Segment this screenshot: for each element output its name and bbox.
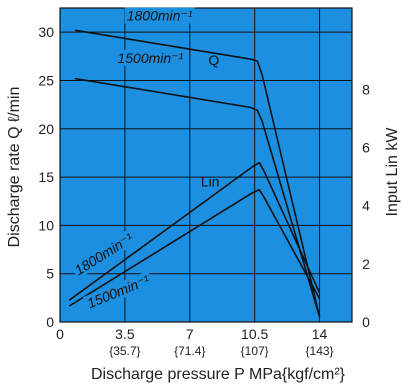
x-tick-label: 10.5 bbox=[241, 326, 268, 342]
y-left-tick-label: 25 bbox=[38, 72, 54, 88]
annotation-background bbox=[82, 270, 154, 313]
series-line bbox=[68, 161, 321, 301]
y-left-tick-label: 5 bbox=[46, 266, 54, 282]
y-right-tick-label: 8 bbox=[362, 81, 370, 97]
curve-annotation: 1500min⁻¹ bbox=[117, 50, 183, 66]
x-tick-label: 14 bbox=[312, 326, 328, 342]
x-tick-label: 0 bbox=[56, 326, 64, 342]
x-tick-sublabel: {143} bbox=[306, 344, 334, 358]
y-right-axis-label: Input Lin kW bbox=[384, 127, 401, 217]
series-line bbox=[74, 29, 321, 318]
y-left-tick-label: 10 bbox=[38, 217, 54, 233]
series-line bbox=[68, 188, 321, 307]
y-left-tick-label: 0 bbox=[46, 314, 54, 330]
x-tick-sublabel: {107} bbox=[241, 344, 269, 358]
x-tick-label: 3.5 bbox=[115, 326, 135, 342]
annotation-background bbox=[124, 7, 195, 24]
x-tick-sublabel: {71.4} bbox=[174, 344, 205, 358]
curve-annotation: Lin bbox=[201, 174, 220, 190]
annotation-background bbox=[115, 50, 186, 67]
x-axis-label: Discharge pressure P MPa{kgf/cm²} bbox=[91, 366, 346, 383]
y-right-tick-label: 2 bbox=[362, 256, 370, 272]
plot-frame bbox=[59, 7, 353, 323]
y-left-tick-label: 15 bbox=[38, 169, 54, 185]
y-right-tick-label: 0 bbox=[362, 314, 370, 330]
y-left-tick-label: 20 bbox=[38, 121, 54, 137]
x-tick-sublabel: {35.7} bbox=[109, 344, 140, 358]
x-tick-label: 7 bbox=[186, 326, 194, 342]
y-left-axis-label: Discharge rate Q ℓ/min bbox=[6, 87, 23, 248]
y-right-tick-label: 6 bbox=[362, 140, 370, 156]
curve-annotation: Q bbox=[208, 52, 219, 68]
y-right-tick-label: 4 bbox=[362, 198, 370, 214]
series-line bbox=[74, 77, 321, 318]
annotation-background bbox=[69, 228, 138, 280]
curve-annotation: 1800min⁻¹ bbox=[127, 8, 193, 24]
y-left-tick-label: 30 bbox=[38, 24, 54, 40]
